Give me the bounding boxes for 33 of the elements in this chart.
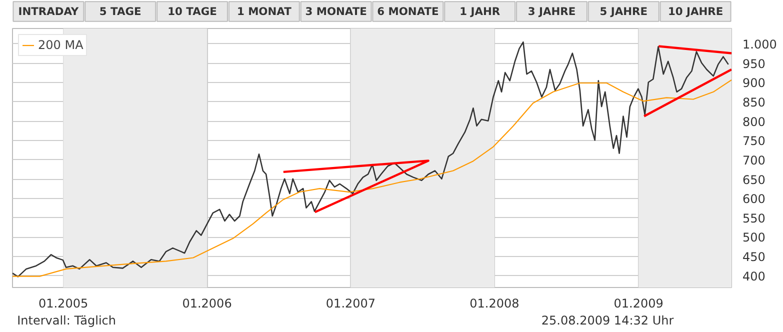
y-tick-label: 950 <box>742 56 766 71</box>
x-tick-label: 01.2007 <box>326 296 376 310</box>
text: 25.08.2009 14:32 Uhr <box>541 314 674 328</box>
text: 5 JAHRE <box>600 5 648 18</box>
y-tick-label: 900 <box>742 76 766 90</box>
line-series <box>12 41 729 278</box>
x-tick-label: 01.2008 <box>470 296 520 310</box>
legend-label: 200 MA <box>38 38 84 52</box>
y-tick-label: 450 <box>742 250 766 264</box>
x-tick-label: 01.2005 <box>38 296 88 310</box>
text: 6 MONATE <box>377 5 439 18</box>
line-series <box>12 79 732 277</box>
text: Intervall: Täglich <box>17 314 116 328</box>
text: 10 TAGE <box>168 5 217 18</box>
text: 5 TAGE <box>99 5 142 18</box>
y-tick-label: 650 <box>742 172 766 187</box>
text: 3 JAHRE <box>528 5 576 18</box>
y-tick-label: 800 <box>742 114 766 129</box>
y-tick-label: 1.000 <box>742 37 777 52</box>
text: 1 MONAT <box>236 5 292 18</box>
y-tick-label: 500 <box>742 230 766 245</box>
y-tick-label: 600 <box>742 192 766 206</box>
text: 1 JAHR <box>460 5 500 18</box>
y-tick-label: 750 <box>742 134 766 148</box>
y-tick-label: 850 <box>742 95 766 110</box>
x-tick-label: 01.2006 <box>182 296 232 310</box>
y-tick-label: 550 <box>742 211 766 226</box>
text: 10 JAHRE <box>668 5 724 18</box>
y-tick-label: 400 <box>742 269 766 284</box>
text: INTRADAY <box>18 5 79 18</box>
x-tick-label: 01.2009 <box>614 296 664 310</box>
y-tick-label: 700 <box>742 153 766 168</box>
text: 3 MONATE <box>305 5 367 18</box>
